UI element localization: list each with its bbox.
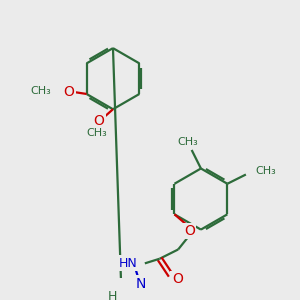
Text: HN: HN bbox=[119, 257, 137, 270]
Text: CH₃: CH₃ bbox=[178, 136, 198, 147]
Text: O: O bbox=[184, 224, 195, 238]
Text: O: O bbox=[94, 114, 104, 128]
Text: CH₃: CH₃ bbox=[255, 166, 276, 176]
Text: CH₃: CH₃ bbox=[86, 128, 107, 138]
Text: H: H bbox=[108, 290, 117, 300]
Text: N: N bbox=[136, 277, 146, 291]
Text: CH₃: CH₃ bbox=[31, 86, 51, 96]
Text: O: O bbox=[172, 272, 183, 286]
Text: O: O bbox=[64, 85, 74, 99]
